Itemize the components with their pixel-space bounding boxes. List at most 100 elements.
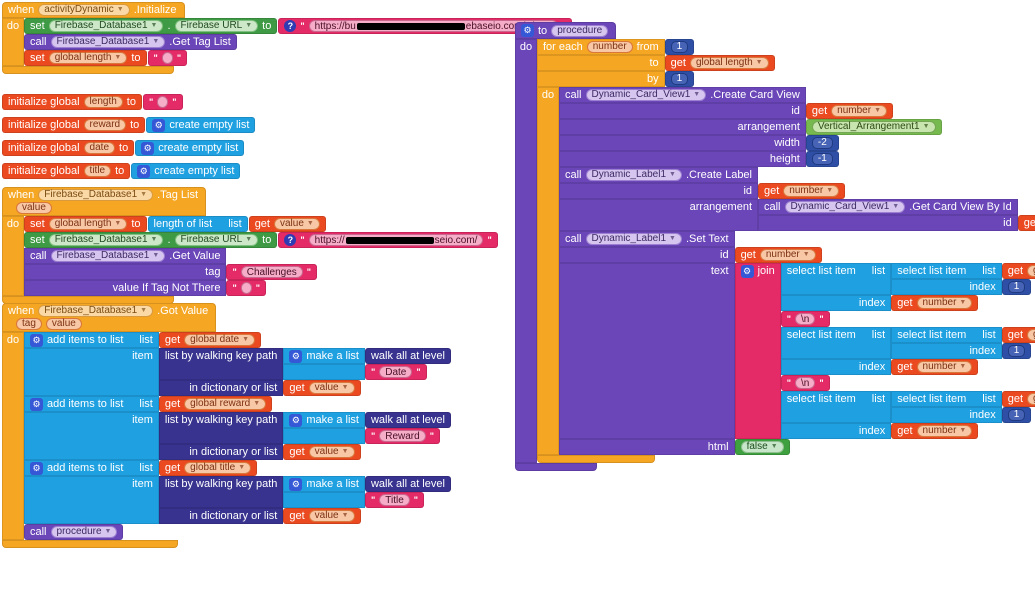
url-text-field[interactable]: https://seio.com/	[308, 234, 484, 246]
block-get-number[interactable]: get number▼	[891, 359, 979, 375]
mutator-gear-icon[interactable]: ⚙	[30, 398, 43, 411]
block-set-firebase-url[interactable]: set Firebase_Database1 ▼ . Firebase URL ▼ …	[24, 232, 498, 248]
number-field[interactable]: 1	[1007, 281, 1026, 293]
component-dropdown[interactable]: Firebase_Database1 ▼	[38, 189, 154, 201]
variable-dropdown[interactable]: number ▼	[916, 425, 973, 437]
block-walk-all-at-level[interactable]: walk all at level	[364, 412, 451, 428]
block-set-firebase-url[interactable]: set Firebase_Database1 ▼ . Firebase URL ▼ …	[24, 18, 573, 34]
variable-dropdown[interactable]: global title▼	[1027, 329, 1035, 341]
block-logic-false[interactable]: false ▼	[734, 439, 790, 455]
logic-dropdown[interactable]: false ▼	[740, 441, 784, 453]
block-call-get-tag-list[interactable]: call Firebase_Database1 ▼ .Get Tag List	[24, 34, 237, 50]
block-get-number[interactable]: get number▼	[805, 103, 894, 119]
block-list-by-walking-key-path[interactable]: list by walking key path ⚙ make a list	[158, 476, 451, 524]
text-field[interactable]: \n	[794, 377, 816, 389]
block-call-procedure[interactable]: call procedure ▼	[24, 524, 124, 540]
block-call-set-text[interactable]: call Dynamic_Label1 ▼ .Set Text id get	[559, 231, 1035, 455]
block-init-global-title[interactable]: initialize global title to ⚙ create empt…	[2, 163, 241, 179]
block-get-global-date[interactable]: get global date▼	[1001, 263, 1035, 279]
variable-dropdown[interactable]: value ▼	[308, 510, 355, 522]
component-dropdown[interactable]: Dynamic_Card_View1 ▼	[585, 89, 707, 101]
variable-dropdown[interactable]: global date▼	[184, 334, 256, 346]
block-empty-text[interactable]: " "	[142, 94, 183, 110]
block-get-value[interactable]: get value ▼	[248, 216, 326, 232]
block-list-by-walking-key-path[interactable]: list by walking key path ⚙ make a list	[158, 348, 451, 396]
block-init-global-length[interactable]: initialize global length to " "	[2, 94, 183, 110]
block-get-number[interactable]: get number▼	[1017, 215, 1035, 231]
block-get-number[interactable]: get number▼	[758, 183, 846, 199]
help-icon[interactable]: ?	[284, 234, 297, 246]
block-text-key[interactable]: " Reward "	[364, 428, 440, 444]
component-dropdown[interactable]: Firebase_Database1 ▼	[48, 20, 164, 32]
help-icon[interactable]: ?	[284, 20, 297, 32]
variable-dropdown[interactable]: global length ▼	[48, 52, 128, 64]
event-param[interactable]: value	[16, 202, 52, 214]
empty-text-field[interactable]	[161, 52, 173, 64]
component-dropdown[interactable]: Dynamic_Label1 ▼	[585, 233, 682, 245]
block-get-global-title[interactable]: get global title▼	[158, 460, 258, 476]
text-field[interactable]: Challenges	[240, 266, 303, 278]
mutator-gear-icon[interactable]: ⚙	[152, 118, 166, 132]
text-field[interactable]: Title	[379, 494, 410, 506]
block-text-newline[interactable]: " \n "	[780, 375, 830, 391]
block-add-items-to-list-date[interactable]: ⚙ add items to list list get global date…	[24, 332, 451, 396]
variable-dropdown[interactable]: number ▼	[916, 297, 973, 309]
variable-dropdown[interactable]: number ▼	[831, 105, 888, 117]
block-get-global-title[interactable]: get global title▼	[1001, 327, 1035, 343]
block-get-number[interactable]: get number▼	[734, 247, 822, 263]
block-init-global-date[interactable]: initialize global date to ⚙ create empty…	[2, 140, 245, 156]
variable-dropdown[interactable]: global length ▼	[48, 218, 128, 230]
component-dropdown[interactable]: Firebase_Database1 ▼	[50, 250, 166, 262]
block-text-challenges[interactable]: " Challenges "	[226, 264, 318, 280]
event-param[interactable]: tag	[16, 318, 42, 330]
text-field[interactable]: Reward	[379, 430, 426, 442]
mutator-gear-icon[interactable]: ⚙	[289, 414, 303, 427]
variable-name-field[interactable]: length	[83, 96, 123, 108]
block-get-global-date[interactable]: get global date▼	[158, 332, 262, 348]
variable-dropdown[interactable]: value ▼	[308, 446, 355, 458]
text-field[interactable]: Date	[379, 366, 413, 378]
component-dropdown[interactable]: Dynamic_Label1 ▼	[585, 169, 682, 181]
property-dropdown[interactable]: Firebase URL ▼	[174, 20, 259, 32]
mutator-gear-icon[interactable]: ⚙	[30, 462, 43, 475]
block-get-number[interactable]: get number▼	[891, 423, 979, 439]
number-field[interactable]: -2	[811, 137, 833, 149]
variable-dropdown[interactable]: value ▼	[273, 218, 320, 230]
block-get-value[interactable]: get value ▼	[283, 380, 361, 396]
block-for-each[interactable]: for each number from 1 to get global len…	[537, 39, 1035, 463]
block-number-width[interactable]: -2	[805, 135, 839, 151]
block-get-global-reward[interactable]: get global reward▼	[158, 396, 273, 412]
block-get-value[interactable]: get value ▼	[283, 508, 361, 524]
mutator-gear-icon[interactable]: ⚙	[521, 24, 534, 37]
number-field[interactable]: -1	[811, 153, 833, 165]
mutator-gear-icon[interactable]: ⚙	[141, 141, 155, 155]
mutator-gear-icon[interactable]: ⚙	[137, 164, 151, 178]
block-call-create-label[interactable]: call Dynamic_Label1 ▼ .Create Label id ge…	[559, 167, 1035, 231]
variable-dropdown[interactable]: number ▼	[783, 185, 840, 197]
block-procedure-definition[interactable]: ⚙ to procedure do for each number from	[515, 22, 1035, 471]
block-text-url[interactable]: ? " https://seio.com/ "	[278, 232, 498, 248]
block-get-value[interactable]: get value ▼	[283, 444, 361, 460]
variable-dropdown[interactable]: number ▼	[759, 249, 816, 261]
block-get-global-length[interactable]: get global length ▼	[664, 55, 775, 71]
block-set-global-length[interactable]: set global length ▼ to " "	[24, 50, 188, 66]
procedure-dropdown[interactable]: procedure ▼	[50, 526, 118, 538]
component-dropdown[interactable]: Dynamic_Card_View1 ▼	[784, 201, 906, 213]
block-init-global-reward[interactable]: initialize global reward to ⚙ create emp…	[2, 117, 256, 133]
block-add-items-to-list-title[interactable]: ⚙ add items to list list get global titl…	[24, 460, 451, 524]
block-when-screen-initialize[interactable]: when activityDynamic ▼ .Initialize do set…	[2, 2, 573, 74]
block-get-number[interactable]: get number▼	[891, 295, 979, 311]
block-select-list-item-inner[interactable]: select list item list	[891, 263, 1035, 295]
mutator-gear-icon[interactable]: ⚙	[30, 334, 43, 347]
text-field[interactable]: \n	[794, 313, 816, 325]
mutator-gear-icon[interactable]: ⚙	[289, 350, 303, 363]
component-dropdown[interactable]: activityDynamic ▼	[38, 4, 130, 16]
block-select-list-item-inner[interactable]: select list item list	[891, 391, 1035, 423]
block-number-index[interactable]: 1	[1001, 343, 1032, 359]
block-number-index[interactable]: 1	[1001, 407, 1032, 423]
block-walk-all-at-level[interactable]: walk all at level	[364, 476, 451, 492]
block-empty-text[interactable]: " "	[226, 280, 267, 296]
property-dropdown[interactable]: Firebase URL ▼	[174, 234, 259, 246]
block-walk-all-at-level[interactable]: walk all at level	[364, 348, 451, 364]
